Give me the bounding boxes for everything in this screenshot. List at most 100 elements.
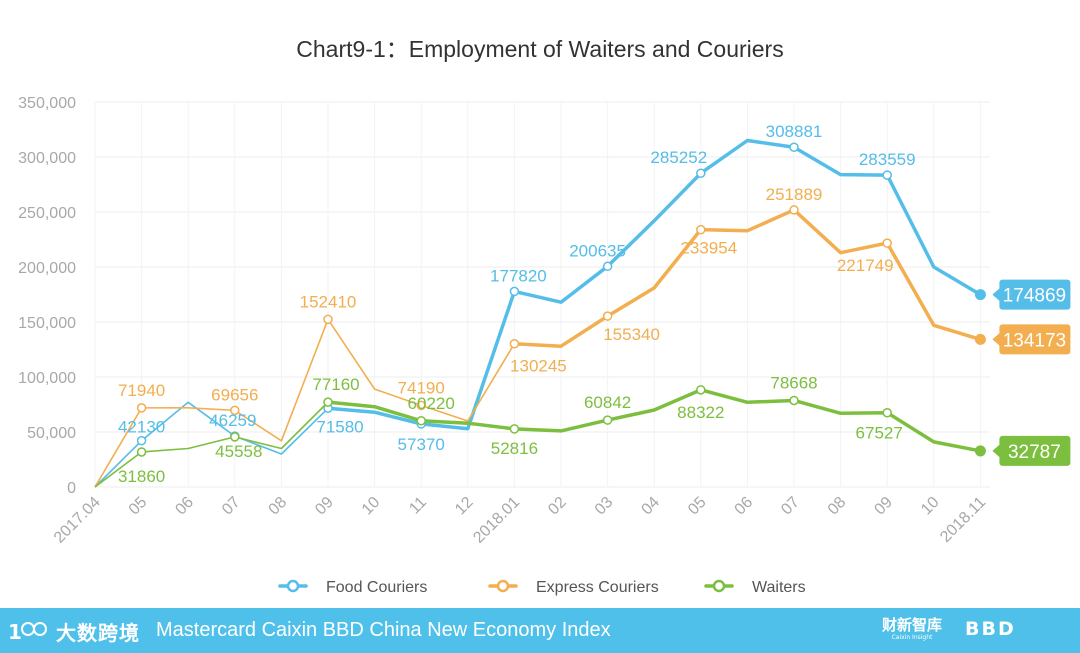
data-point-marker (509, 424, 520, 434)
x-tick-label: 08 (825, 494, 850, 519)
data-label: 67527 (856, 424, 903, 443)
y-tick-label: 250,000 (18, 205, 76, 222)
x-tick-label: 06 (732, 494, 757, 519)
data-label: 71580 (316, 417, 363, 436)
data-label: 60220 (408, 394, 455, 413)
data-point-marker (416, 416, 426, 426)
data-point-marker (696, 168, 706, 178)
data-point-marker (323, 314, 333, 325)
x-tick-label: 10 (359, 494, 384, 519)
logo-caixin-insight: 财新智库 Caixin Insight (880, 617, 944, 645)
data-label: 77160 (312, 375, 359, 394)
chart-area: Chart9-1：Employment of Waiters and Couri… (18, 36, 1071, 596)
data-label: 31860 (118, 467, 165, 486)
x-tick-label: 09 (871, 494, 896, 519)
data-label: 60842 (584, 393, 631, 412)
legend-marker-icon (496, 579, 510, 593)
data-label: 130245 (510, 357, 567, 376)
end-point-marker (974, 333, 986, 345)
data-label: 78668 (770, 373, 817, 392)
end-value-label: 32787 (1008, 442, 1061, 463)
data-label: 177820 (490, 266, 547, 285)
end-value-box (999, 324, 1071, 355)
x-tick-label: 05 (126, 494, 151, 519)
series-line-thin-0 (94, 401, 329, 488)
logo-mark-icon: 1 (8, 620, 47, 644)
logo-caixin-sub: Caixin Insight (891, 634, 933, 641)
logo-caixin-main: 财新智库 (881, 616, 942, 634)
data-label: 221749 (837, 256, 894, 275)
data-label: 155340 (603, 325, 660, 344)
data-label: 57370 (398, 435, 445, 454)
y-tick-label: 350,000 (18, 95, 76, 112)
end-value-label: 174869 (1003, 286, 1066, 307)
y-tick-label: 150,000 (18, 315, 76, 332)
data-point-marker (136, 403, 147, 413)
line-chart: Chart9-1：Employment of Waiters and Couri… (18, 36, 1071, 596)
data-label: 71940 (118, 381, 165, 400)
data-label: 69656 (211, 385, 258, 404)
data-point-marker (602, 311, 613, 321)
data-label: 52816 (491, 439, 538, 458)
legend-marker-icon (712, 579, 726, 593)
data-label: 251889 (766, 185, 823, 204)
data-point-marker (230, 405, 240, 416)
data-label: 74190 (398, 378, 445, 397)
x-tick-label: 05 (685, 494, 710, 519)
y-tick-label: 100,000 (18, 370, 76, 387)
legend-label: Express Couriers (536, 579, 659, 596)
data-point-marker (882, 170, 892, 180)
data-label: 88322 (677, 403, 724, 422)
data-point-marker (789, 205, 799, 215)
series-line-thin-1 (94, 318, 516, 488)
data-point-marker (696, 385, 706, 395)
data-point-marker (789, 142, 799, 152)
end-value-pointer (992, 287, 1001, 302)
logo-dashujukuajing: 1 大数跨境 (8, 616, 140, 646)
data-label: 233954 (680, 239, 737, 258)
logo-bbd: BBD (965, 618, 1016, 640)
x-tick-label: 2018.11 (937, 494, 989, 546)
x-tick-label: 11 (406, 494, 430, 518)
data-label: 283559 (859, 150, 916, 169)
data-label: 308881 (766, 122, 823, 141)
logo-text: 大数跨境 (56, 620, 140, 645)
y-tick-label: 0 (67, 480, 76, 497)
end-value-box (999, 279, 1071, 310)
data-point-marker (509, 286, 520, 297)
data-label: 46259 (209, 411, 256, 430)
end-value-box (999, 435, 1071, 466)
x-tick-label: 09 (312, 494, 337, 519)
end-point-marker (974, 289, 986, 301)
legend-label: Waiters (752, 579, 806, 596)
series-line-0 (326, 138, 983, 431)
y-tick-label: 50,000 (27, 425, 76, 442)
data-label: 42130 (118, 418, 165, 437)
x-tick-label: 12 (452, 494, 477, 519)
x-tick-label: 04 (638, 494, 663, 519)
x-tick-label: 08 (266, 494, 291, 519)
data-point-marker (416, 400, 426, 411)
chart-title: Chart9-1：Employment of Waiters and Couri… (296, 36, 783, 62)
data-label: 200635 (569, 241, 626, 260)
x-tick-label: 10 (918, 494, 943, 519)
data-point-marker (509, 338, 520, 349)
data-point-marker (696, 224, 706, 235)
y-tick-label: 200,000 (18, 260, 76, 277)
footer-title: Mastercard Caixin BBD China New Economy … (156, 619, 611, 641)
series-line-1 (512, 208, 983, 348)
footer-bar: 1 大数跨境 Mastercard Caixin BBD China New E… (0, 608, 1080, 653)
series-line-thin-2 (94, 401, 329, 488)
data-label: 152410 (300, 292, 357, 311)
x-tick-label: 06 (172, 494, 197, 519)
data-point-marker (602, 415, 613, 425)
end-value-pointer (992, 443, 1001, 458)
data-point-marker (136, 447, 147, 457)
x-tick-label: 2018.01 (470, 494, 523, 547)
end-value-label: 134173 (1003, 330, 1066, 351)
x-tick-label: 03 (592, 494, 617, 519)
data-point-marker (789, 395, 799, 406)
end-point-marker (974, 445, 986, 457)
x-tick-label: 2017.04 (51, 494, 104, 547)
data-point-marker (882, 407, 892, 418)
